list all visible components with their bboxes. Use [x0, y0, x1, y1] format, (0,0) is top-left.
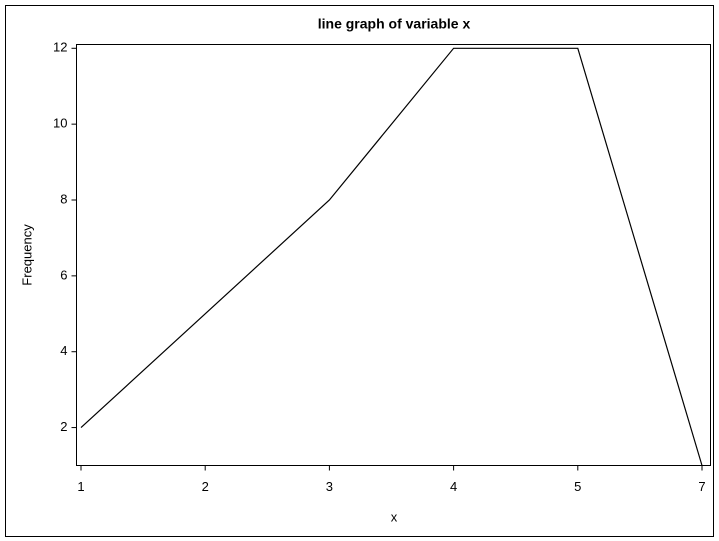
y-tick-label: 6 — [60, 267, 67, 282]
x-tick-label: 2 — [202, 479, 209, 494]
y-tick-label: 12 — [53, 40, 67, 55]
y-tick-label: 8 — [60, 191, 67, 206]
line-series — [80, 47, 703, 466]
y-tick-label: 4 — [60, 343, 67, 358]
y-tick-label: 2 — [60, 419, 67, 434]
x-tick-label: 3 — [326, 479, 333, 494]
y-tick-label: 10 — [53, 116, 67, 131]
outer-border — [5, 5, 714, 537]
x-tick-label: 5 — [574, 479, 581, 494]
x-tick-label: 7 — [698, 479, 705, 494]
x-axis-label: x — [391, 509, 398, 524]
x-tick-label: 1 — [77, 479, 84, 494]
plot-frame — [76, 44, 711, 466]
y-axis-label: Frequency — [19, 224, 34, 286]
chart-title: line graph of variable x — [318, 16, 471, 32]
x-tick-label: 4 — [450, 479, 457, 494]
